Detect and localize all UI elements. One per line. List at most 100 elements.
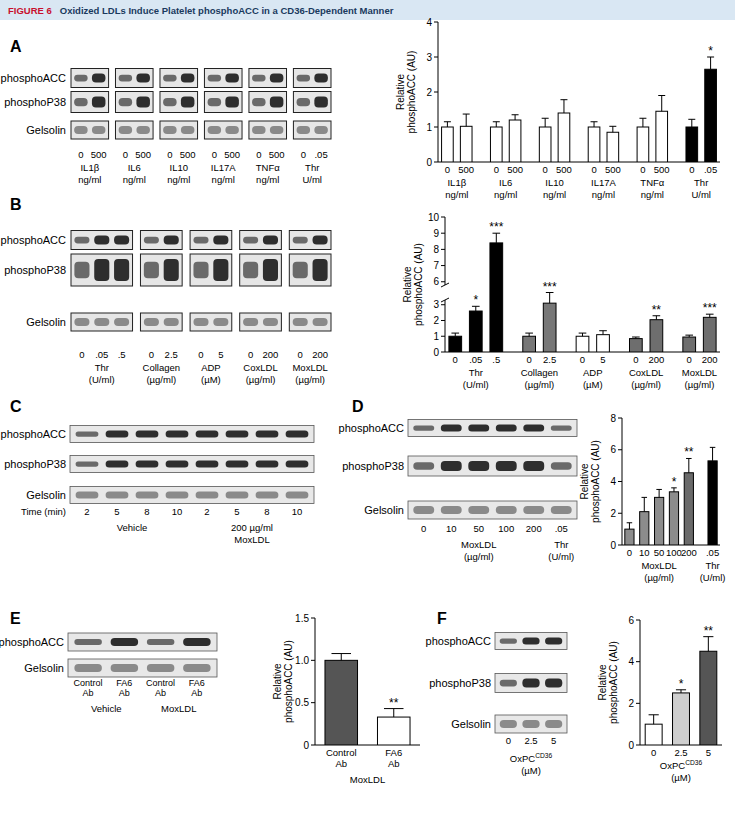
blot-box (140, 254, 182, 286)
label-line: Control (146, 678, 175, 688)
blot-band (313, 318, 328, 326)
group-label: Thr (95, 362, 109, 373)
lane-label: 2 (84, 506, 89, 517)
blot-band (136, 492, 159, 499)
blot-band (163, 98, 177, 106)
group-label: CoxLDL (629, 367, 663, 378)
blot-box (71, 69, 109, 88)
lane-label: 10 (292, 506, 303, 517)
y-tick-label: 1.0 (295, 655, 309, 666)
lane-label: 2 (204, 506, 209, 517)
lane-label: 8 (264, 506, 269, 517)
blot-band (468, 506, 489, 514)
error-bar (629, 523, 630, 529)
blot-band (545, 720, 562, 728)
blot-band (164, 259, 179, 281)
lane-label: 500 (135, 149, 151, 160)
blot-band (76, 431, 99, 436)
group-label-text: (µg/ml) (146, 374, 176, 385)
lane-label: 0 (298, 349, 303, 360)
significance: ** (684, 445, 694, 459)
blot-band (313, 259, 328, 281)
group-label-text: ng/ml (256, 174, 279, 185)
blot-band (314, 126, 328, 134)
group-label: (U/ml) (700, 572, 726, 583)
chart: 00.51.01.5RelativephosphoACC (AU)Control… (272, 613, 420, 786)
error-bar (653, 715, 654, 724)
error-cap (658, 95, 665, 96)
lane-label: 0 (149, 349, 154, 360)
panel-letter: F (437, 610, 447, 627)
lane-label: 0 (123, 149, 128, 160)
blot-band (413, 425, 434, 430)
y-tick (434, 92, 438, 93)
blot-band (208, 126, 222, 134)
lane-label: 10 (446, 523, 457, 534)
bar (576, 336, 589, 352)
bar (588, 127, 600, 162)
lane-label: 0 (421, 523, 426, 534)
y-tick (434, 22, 438, 23)
y-tick (618, 418, 622, 419)
group-label-text: IL1β (447, 177, 466, 188)
blot-box (408, 420, 577, 437)
x-axis (438, 162, 720, 163)
blot-band (144, 318, 159, 326)
group-label: Thr (469, 367, 483, 378)
blot-band (183, 664, 211, 672)
blot-box (249, 69, 287, 88)
error-cap (493, 121, 500, 122)
group-label-text: ng/ml (494, 189, 517, 200)
x-tick-label: 10 (639, 547, 650, 558)
lane-label: 5 (551, 735, 556, 746)
x-tick-label: 0 (445, 164, 450, 175)
lane-label: 0 (506, 735, 511, 746)
bar (629, 339, 642, 352)
figure-label: FIGURE 6 (8, 5, 52, 16)
blot-box (140, 231, 182, 250)
blot-band (441, 461, 462, 471)
blot-band (76, 461, 99, 466)
lane-label: ControlAb (146, 678, 175, 698)
x-tick-label: 2.5 (674, 747, 687, 758)
lane-label: 100 (498, 523, 514, 534)
bar (543, 303, 556, 352)
error-cap (632, 337, 640, 338)
blot-box (71, 231, 133, 250)
group-label-text: MoxLDL (161, 703, 196, 714)
y-tick-label: 4 (610, 476, 616, 487)
group-label: TNFα (640, 177, 664, 188)
error-cap (512, 114, 519, 115)
x-tick-label: 0 (627, 547, 632, 558)
group-label-text: CoxLDL (243, 362, 277, 373)
blot: phosphoACCGelsolinControlAbFA6AbVehicleC… (0, 633, 217, 714)
bar (655, 497, 664, 545)
bar (669, 492, 678, 545)
group-label-text: U/ml (302, 174, 322, 185)
group-label: CoxLDL (243, 362, 277, 373)
error-cap (560, 99, 567, 100)
blot-row-label: Gelsolin (26, 489, 66, 501)
blot-band (166, 492, 189, 499)
y-tick-label: 2 (610, 508, 616, 519)
group-label: IL10 (170, 162, 189, 173)
bars (645, 637, 717, 745)
significance: * (473, 293, 478, 307)
error-cap (525, 333, 533, 334)
bar (523, 336, 536, 352)
blot-band (106, 431, 129, 438)
group-label-text: (U/ml) (548, 551, 574, 562)
blot-box (71, 121, 109, 139)
blot-band (270, 126, 284, 134)
blot-box (249, 121, 287, 139)
y-axis-label: phosphoACC (AU) (608, 641, 619, 724)
blot-band (163, 126, 177, 134)
lane-label: 10 (172, 506, 183, 517)
bars (449, 233, 716, 352)
y-axis (315, 618, 316, 745)
error-bar (549, 293, 550, 304)
y-tick-label: 1 (433, 331, 439, 342)
blot-band (293, 237, 308, 244)
group-label: (µM) (521, 765, 541, 776)
error-cap (656, 489, 662, 490)
